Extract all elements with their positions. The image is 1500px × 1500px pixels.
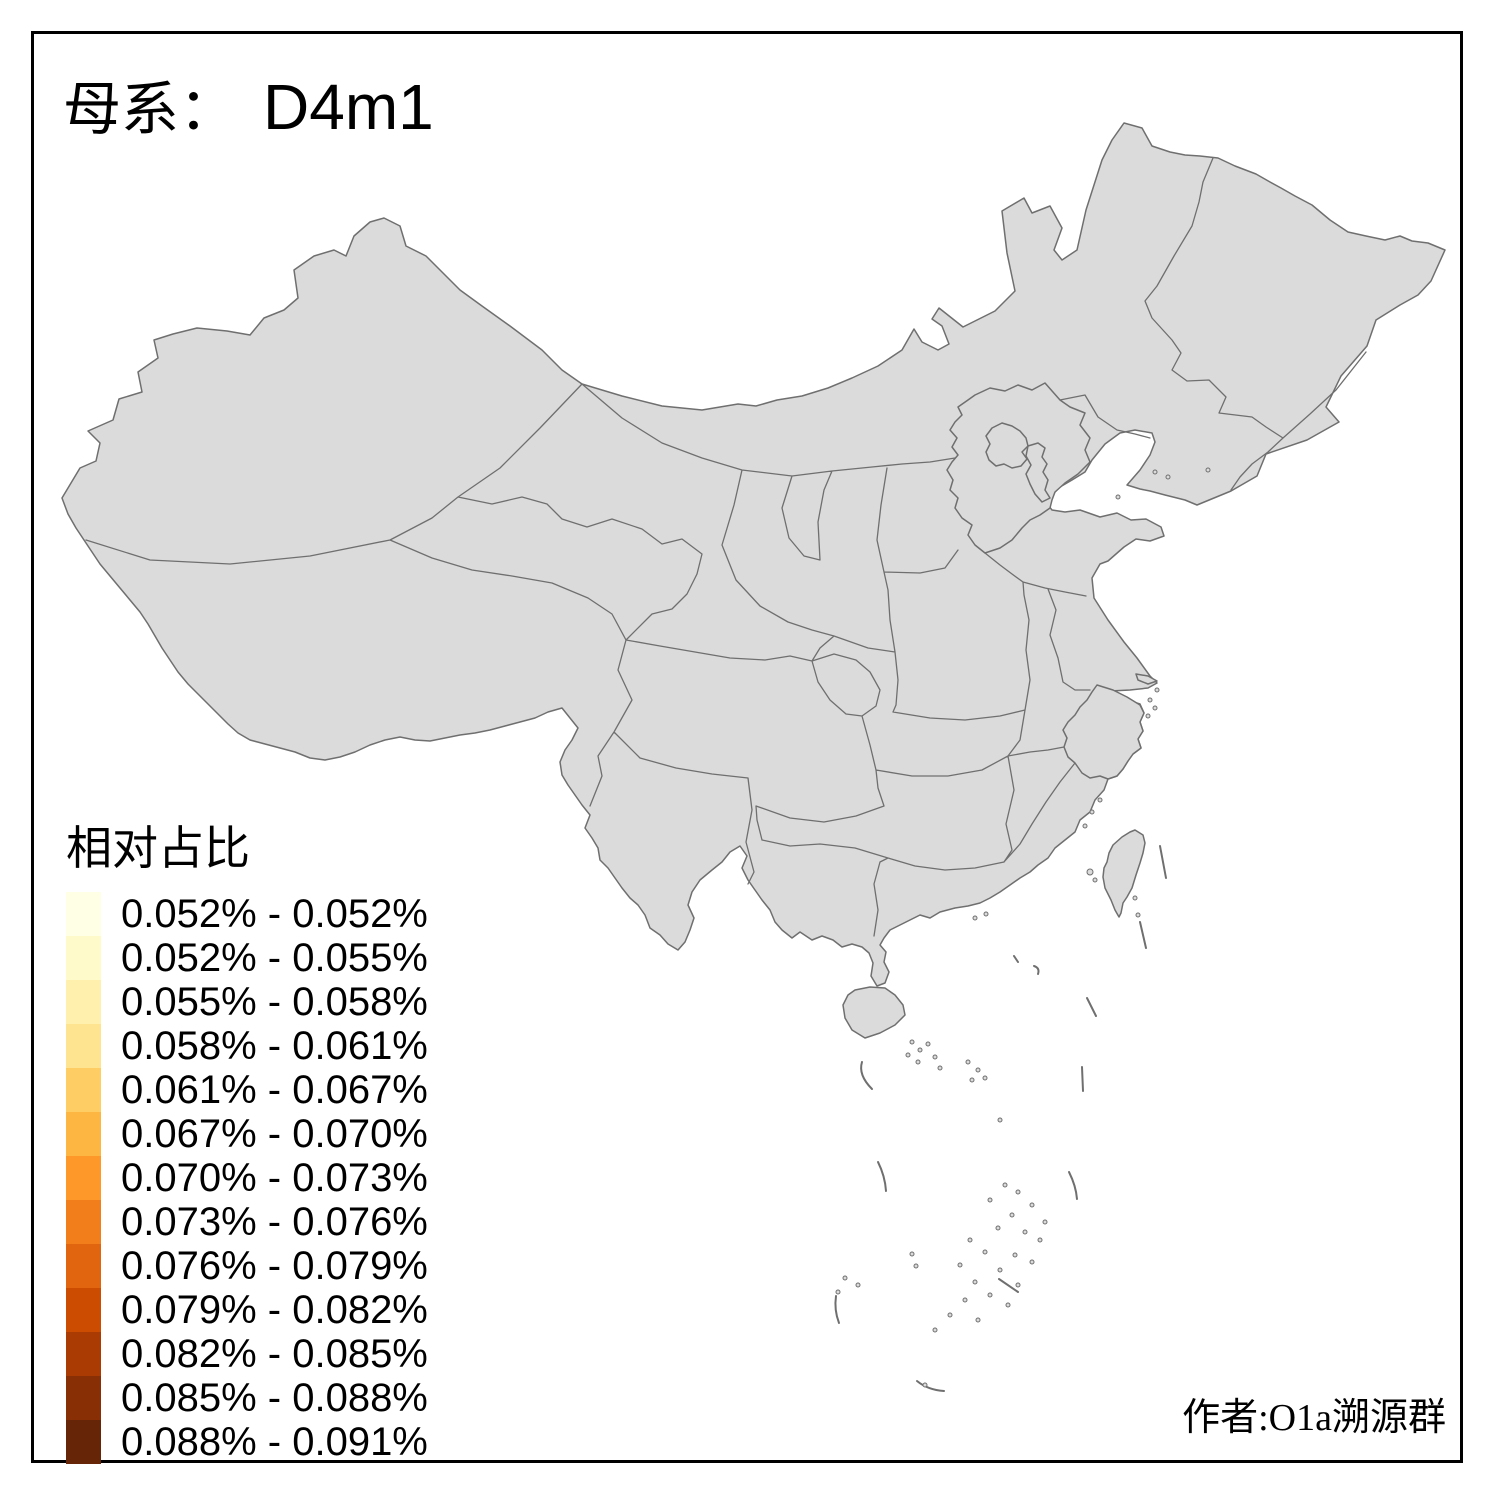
province-zhejiang <box>1062 684 1145 780</box>
island-taiwan <box>1102 829 1146 918</box>
legend: 相对占比 0.052% - 0.052% 0.052% - 0.055% 0.0… <box>66 812 428 1464</box>
legend-row: 0.088% - 0.091% <box>66 1420 428 1464</box>
legend-label: 0.052% - 0.052% <box>121 892 428 936</box>
legend-swatch <box>66 1024 101 1068</box>
legend-label: 0.058% - 0.061% <box>121 1024 428 1068</box>
legend-label: 0.085% - 0.088% <box>121 1376 428 1420</box>
legend-label: 0.055% - 0.058% <box>121 980 428 1024</box>
legend-swatch <box>66 1156 101 1200</box>
legend-label: 0.073% - 0.076% <box>121 1200 428 1244</box>
legend-row: 0.052% - 0.052% <box>66 892 428 936</box>
province-beijing <box>985 422 1029 469</box>
author-credit: 作者:O1a溯源群 <box>1182 1397 1446 1439</box>
legend-row: 0.061% - 0.067% <box>66 1068 428 1112</box>
plot-frame <box>31 31 1463 1463</box>
legend-row: 0.085% - 0.088% <box>66 1376 428 1420</box>
legend-row: 0.055% - 0.058% <box>66 980 428 1024</box>
legend-swatch <box>66 1288 101 1332</box>
legend-row: 0.058% - 0.061% <box>66 1024 428 1068</box>
nine-dash-line <box>834 845 1167 1392</box>
legend-swatch <box>66 892 101 936</box>
legend-row: 0.073% - 0.076% <box>66 1200 428 1244</box>
legend-row: 0.052% - 0.055% <box>66 936 428 980</box>
title-prefix: 母系： <box>63 77 238 142</box>
legend-label: 0.076% - 0.079% <box>121 1244 428 1288</box>
legend-swatch <box>66 936 101 980</box>
province-tianjin <box>1025 442 1051 503</box>
legend-swatch <box>66 1376 101 1420</box>
legend-label: 0.067% - 0.070% <box>121 1112 428 1156</box>
legend-row: 0.079% - 0.082% <box>66 1288 428 1332</box>
legend-row: 0.076% - 0.079% <box>66 1244 428 1288</box>
legend-swatch <box>66 1200 101 1244</box>
legend-row: 0.082% - 0.085% <box>66 1332 428 1376</box>
legend-swatch <box>66 1112 101 1156</box>
legend-label: 0.079% - 0.082% <box>121 1288 428 1332</box>
legend-label: 0.070% - 0.073% <box>121 1156 428 1200</box>
legend-row: 0.067% - 0.070% <box>66 1112 428 1156</box>
legend-swatch <box>66 1068 101 1112</box>
island-hainan <box>842 986 906 1039</box>
islets <box>835 467 1211 1388</box>
island-chongming <box>1135 673 1158 685</box>
legend-swatch <box>66 1244 101 1288</box>
legend-swatch <box>66 980 101 1024</box>
legend-title: 相对占比 <box>66 823 250 874</box>
legend-label: 0.061% - 0.067% <box>121 1068 428 1112</box>
legend-row: 0.070% - 0.073% <box>66 1156 428 1200</box>
legend-swatch <box>66 1332 101 1376</box>
legend-label: 0.082% - 0.085% <box>121 1332 428 1376</box>
legend-label: 0.088% - 0.091% <box>121 1420 428 1464</box>
legend-swatch <box>66 1420 101 1464</box>
province-hebei <box>946 382 1091 554</box>
page-title: 母系： D4m1 <box>63 62 434 146</box>
province-borders <box>85 157 1367 937</box>
title-haplogroup: D4m1 <box>263 71 434 143</box>
legend-label: 0.052% - 0.055% <box>121 936 428 980</box>
